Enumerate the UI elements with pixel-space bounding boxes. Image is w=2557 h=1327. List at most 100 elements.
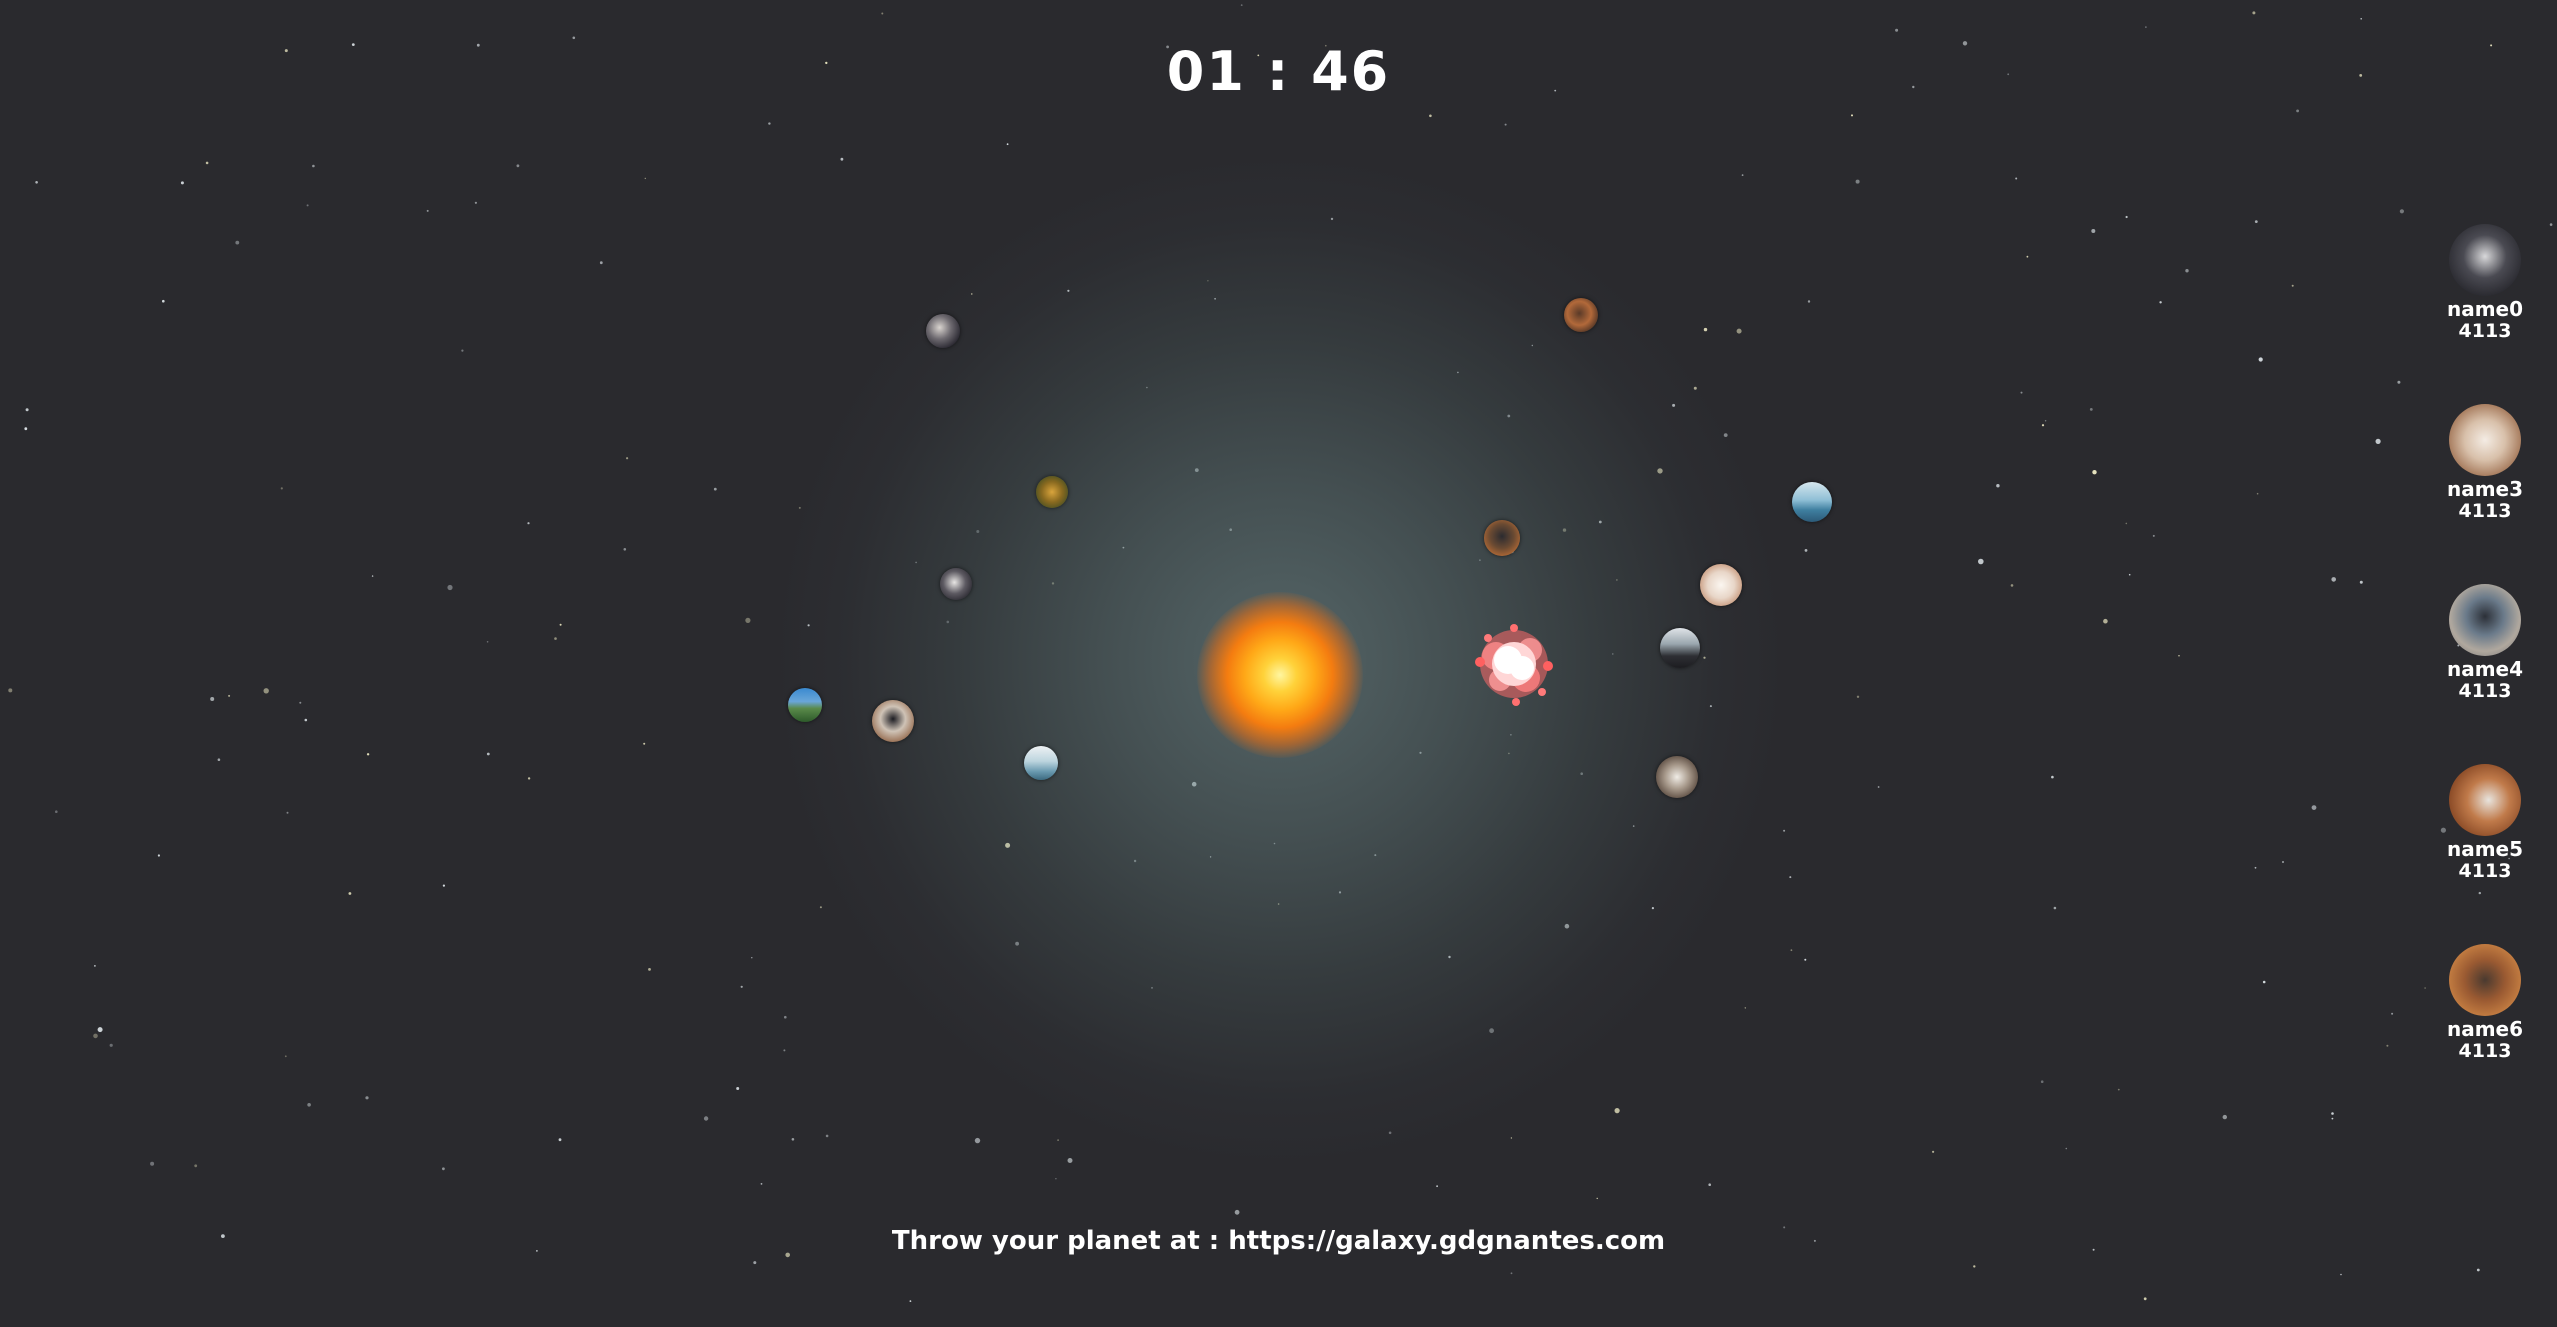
star xyxy=(791,1138,795,1141)
star xyxy=(2089,408,2093,411)
planet xyxy=(926,314,960,348)
star xyxy=(1510,1272,1513,1275)
star xyxy=(280,487,283,490)
star xyxy=(2222,1114,2227,1120)
star xyxy=(8,688,13,693)
star xyxy=(474,201,477,204)
star xyxy=(235,240,240,245)
star xyxy=(426,209,429,212)
star xyxy=(2360,18,2362,20)
star xyxy=(760,1183,763,1185)
star xyxy=(2549,223,2553,226)
star xyxy=(228,694,231,697)
star xyxy=(1813,1239,1816,1242)
countdown-timer: 01 : 46 xyxy=(1166,40,1391,103)
player-name: name5 xyxy=(2446,837,2524,861)
star xyxy=(366,753,370,756)
star xyxy=(93,1033,98,1039)
star xyxy=(371,575,374,577)
star xyxy=(1166,45,1169,49)
star xyxy=(740,985,743,988)
star xyxy=(1741,174,1744,177)
star xyxy=(2262,980,2266,984)
star xyxy=(2152,534,2155,537)
star xyxy=(840,157,844,161)
star xyxy=(2424,987,2426,989)
star xyxy=(304,718,308,722)
star xyxy=(798,506,801,509)
star xyxy=(1240,4,1243,6)
star xyxy=(447,584,453,591)
star xyxy=(476,43,480,47)
star xyxy=(1703,327,1708,332)
star xyxy=(461,349,464,352)
star xyxy=(1855,179,1860,184)
star xyxy=(2282,861,2284,863)
star xyxy=(2296,109,2300,113)
star xyxy=(2391,1012,2394,1015)
star xyxy=(2331,1112,2334,1115)
star xyxy=(1962,41,1968,46)
star xyxy=(1895,28,1899,32)
star xyxy=(1257,54,1260,57)
star xyxy=(1783,1226,1786,1229)
star xyxy=(2178,655,2180,657)
star xyxy=(284,1055,287,1058)
star xyxy=(2331,577,2336,582)
star xyxy=(221,1234,225,1238)
planet xyxy=(1036,476,1068,508)
star xyxy=(1325,44,1327,47)
star xyxy=(703,1116,709,1121)
player-avatar xyxy=(2449,404,2521,476)
star xyxy=(2185,269,2189,273)
player-entry: name5 4113 xyxy=(2430,764,2540,944)
star xyxy=(55,810,58,813)
star xyxy=(1978,558,1984,565)
star xyxy=(286,811,289,814)
star xyxy=(2065,1147,2068,1150)
star xyxy=(348,892,352,895)
star xyxy=(1973,1265,1976,1268)
star xyxy=(1996,484,2000,488)
player-score: 4113 xyxy=(2458,860,2512,882)
star xyxy=(2091,229,2096,233)
star xyxy=(1932,1150,1935,1153)
star xyxy=(1708,1183,1711,1186)
player-score: 4113 xyxy=(2458,680,2512,702)
star xyxy=(1912,85,1915,89)
star xyxy=(2117,1088,2120,1091)
star xyxy=(2092,1248,2095,1251)
star xyxy=(194,1164,198,1168)
planet xyxy=(788,688,822,722)
star xyxy=(785,1252,790,1258)
planet xyxy=(1700,564,1742,606)
star xyxy=(109,1043,113,1047)
star xyxy=(736,1087,740,1090)
star xyxy=(2508,857,2510,860)
star xyxy=(35,181,38,184)
star xyxy=(2020,391,2023,394)
star xyxy=(2359,580,2363,584)
star xyxy=(180,181,184,185)
star xyxy=(536,1250,538,1252)
star xyxy=(648,968,651,971)
star xyxy=(527,522,530,525)
star xyxy=(2291,284,2294,287)
star xyxy=(1429,114,1432,118)
star xyxy=(442,1167,445,1171)
star xyxy=(745,617,751,624)
star xyxy=(1851,114,1853,117)
star xyxy=(1614,1108,1620,1114)
star xyxy=(819,906,822,909)
star xyxy=(1057,1139,1059,1141)
star xyxy=(351,43,355,46)
player-name: name3 xyxy=(2446,477,2524,501)
planet xyxy=(1792,482,1832,522)
star xyxy=(2026,255,2029,258)
join-instructions: Throw your planet at : https://galaxy.gd… xyxy=(891,1226,1666,1256)
star xyxy=(2040,1080,2044,1083)
star xyxy=(1234,1209,1240,1215)
player-avatar xyxy=(2449,944,2521,1016)
star xyxy=(2051,775,2054,779)
